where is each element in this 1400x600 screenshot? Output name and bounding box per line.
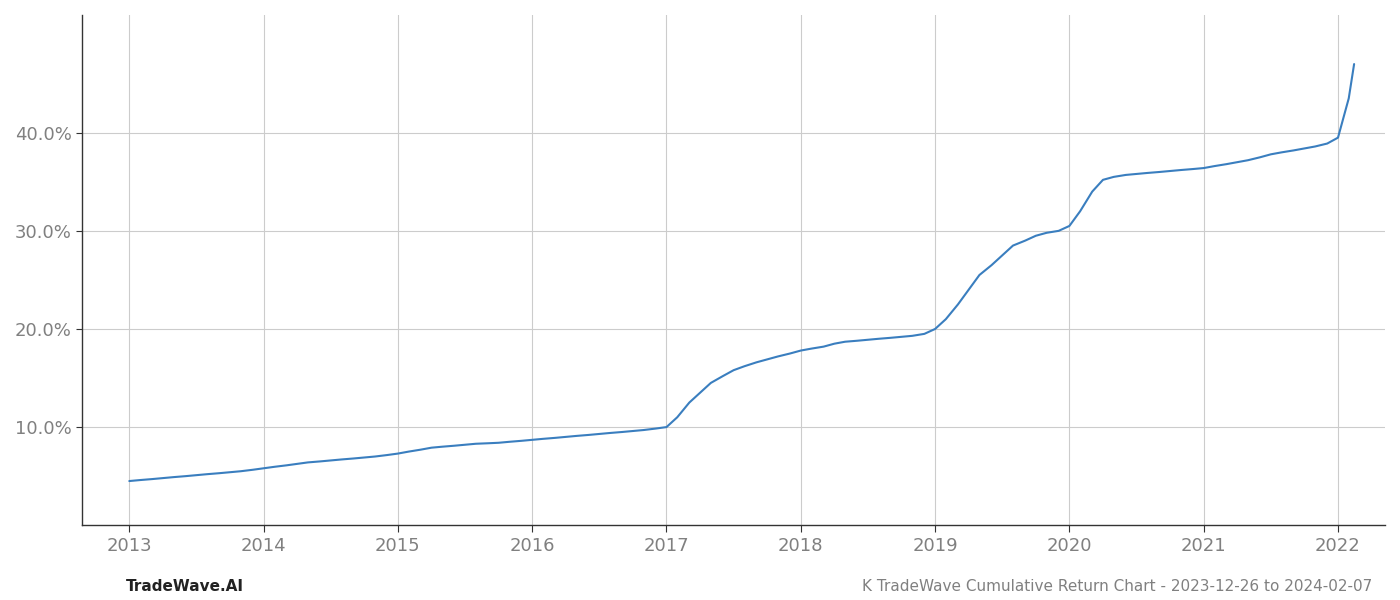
Text: K TradeWave Cumulative Return Chart - 2023-12-26 to 2024-02-07: K TradeWave Cumulative Return Chart - 20… — [862, 579, 1372, 594]
Text: TradeWave.AI: TradeWave.AI — [126, 579, 244, 594]
